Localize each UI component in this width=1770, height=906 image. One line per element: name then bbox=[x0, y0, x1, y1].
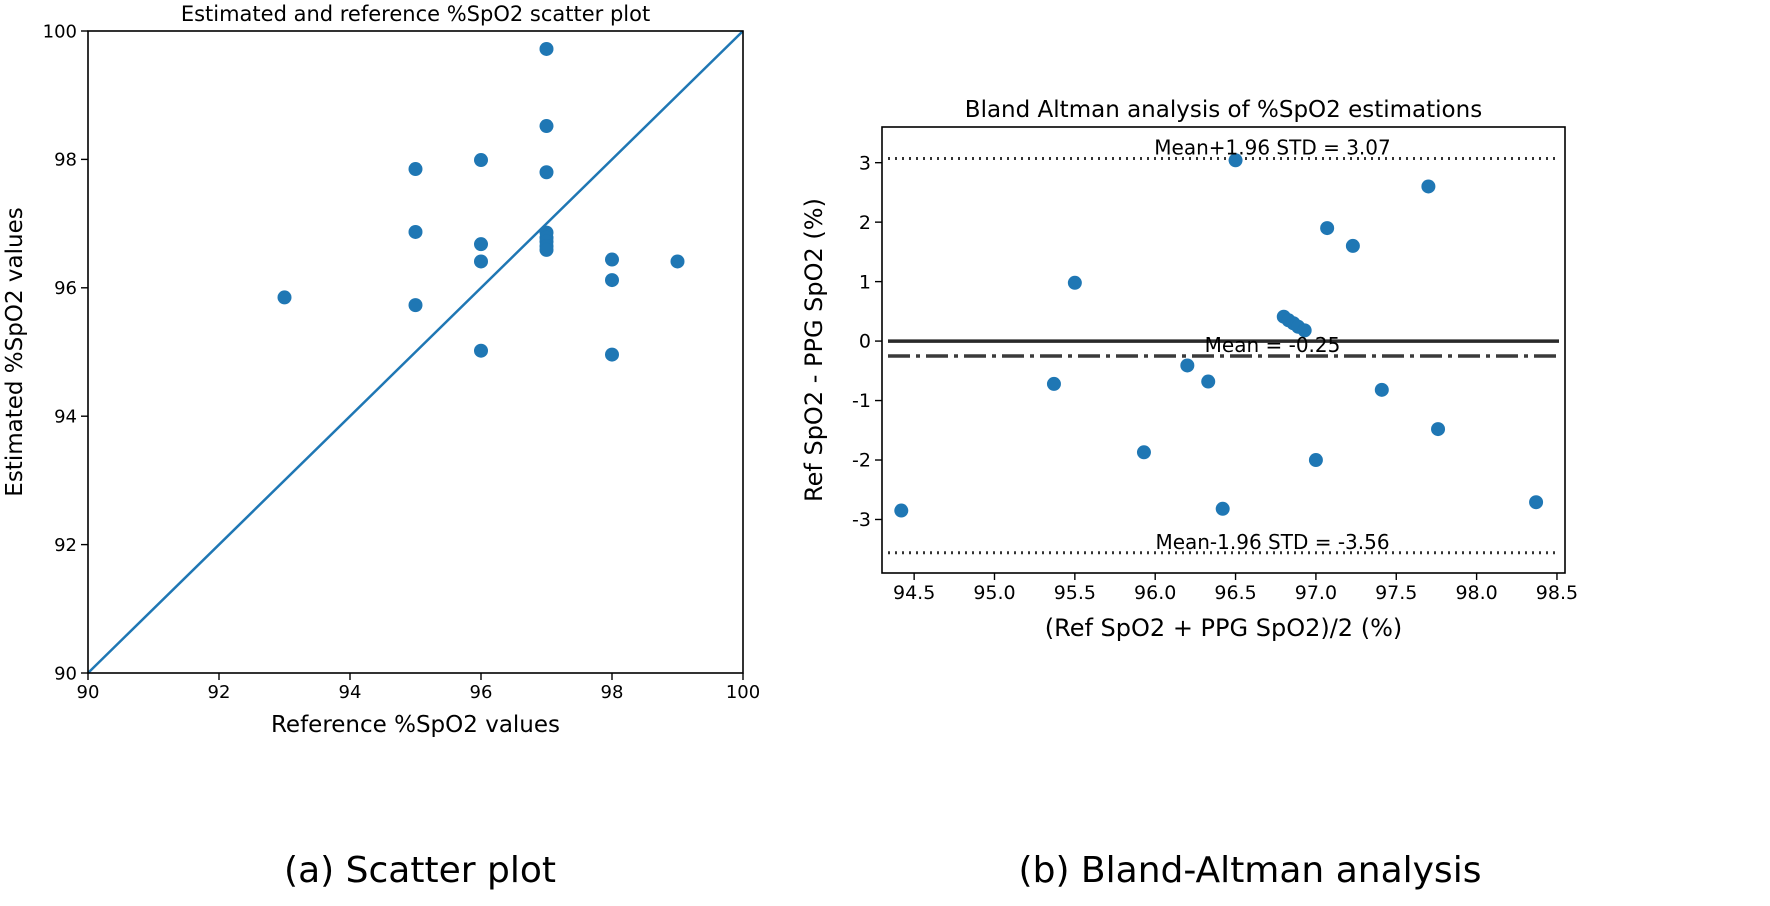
axes-frame bbox=[881, 126, 1566, 574]
chart-title: Estimated and reference %SpO2 scatter pl… bbox=[181, 2, 650, 26]
caption-scatter-plot: (a) Scatter plot bbox=[284, 850, 556, 891]
bland-altman-chart: Bland Altman analysis of %SpO2 estimatio… bbox=[800, 97, 1578, 642]
data-point bbox=[1320, 221, 1335, 236]
data-point bbox=[1215, 501, 1230, 516]
data-point bbox=[474, 237, 488, 252]
x-tick-label: 96.5 bbox=[1214, 582, 1256, 604]
data-point bbox=[1529, 495, 1544, 510]
y-tick-label: 1 bbox=[859, 271, 871, 293]
data-point bbox=[1046, 376, 1061, 391]
x-tick-label: 97.5 bbox=[1375, 582, 1417, 604]
x-tick-label: 100 bbox=[726, 682, 760, 703]
axes-frame bbox=[87, 30, 744, 674]
data-point bbox=[1136, 445, 1151, 460]
reference-label-lower-limit: Mean-1.96 STD = -3.56 bbox=[1155, 530, 1389, 554]
x-axis-label: Reference %SpO2 values bbox=[271, 712, 560, 738]
data-point bbox=[408, 298, 423, 313]
x-axis-label: (Ref SpO2 + PPG SpO2)/2 (%) bbox=[1045, 614, 1402, 642]
data-point bbox=[539, 41, 554, 56]
y-axis-label: Ref SpO2 - PPG SpO2 (%) bbox=[800, 198, 828, 502]
data-point bbox=[1228, 153, 1243, 168]
data-point bbox=[408, 224, 423, 239]
data-point bbox=[474, 343, 488, 358]
reference-label-upper-limit: Mean+1.96 STD = 3.07 bbox=[1154, 136, 1390, 160]
y-tick-label: -1 bbox=[852, 390, 871, 412]
x-tick-label: 95.0 bbox=[973, 582, 1015, 604]
data-point bbox=[539, 165, 554, 180]
x-tick-label: 98.0 bbox=[1455, 582, 1497, 604]
data-point bbox=[539, 119, 554, 134]
caption-bland-altman: (b) Bland-Altman analysis bbox=[1018, 850, 1482, 891]
data-point bbox=[474, 153, 488, 168]
data-point bbox=[539, 242, 554, 257]
y-tick-label: -2 bbox=[852, 450, 871, 472]
data-point bbox=[605, 273, 619, 288]
x-tick-label: 94 bbox=[339, 682, 362, 703]
x-tick-label: 90 bbox=[77, 682, 100, 703]
x-tick-label: 98.5 bbox=[1536, 582, 1578, 604]
data-point bbox=[1180, 358, 1195, 373]
x-tick-label: 96 bbox=[470, 682, 493, 703]
data-point bbox=[894, 503, 909, 518]
identity-line bbox=[87, 30, 744, 674]
data-point bbox=[1431, 422, 1446, 437]
data-point bbox=[1201, 374, 1216, 389]
data-point bbox=[474, 254, 488, 269]
chart-title: Bland Altman analysis of %SpO2 estimatio… bbox=[965, 97, 1482, 123]
y-tick-label: 0 bbox=[859, 331, 871, 353]
x-tick-label: 92 bbox=[208, 682, 231, 703]
data-point bbox=[277, 290, 292, 305]
x-tick-label: 97.0 bbox=[1295, 582, 1337, 604]
data-point bbox=[408, 162, 423, 177]
y-tick-label: 100 bbox=[43, 21, 77, 42]
y-tick-label: 94 bbox=[54, 407, 77, 428]
data-point bbox=[1297, 323, 1312, 338]
y-tick-label: -3 bbox=[852, 509, 871, 531]
data-point bbox=[670, 254, 685, 269]
x-tick-label: 94.5 bbox=[893, 582, 935, 604]
data-point bbox=[1421, 179, 1436, 194]
x-tick-label: 95.5 bbox=[1054, 582, 1096, 604]
data-point bbox=[1345, 238, 1360, 253]
data-point bbox=[1308, 453, 1323, 468]
y-tick-label: 90 bbox=[54, 663, 77, 684]
scatter-plot-chart: Estimated and reference %SpO2 scatter pl… bbox=[2, 2, 760, 738]
data-point bbox=[1374, 382, 1389, 397]
reference-label-mean: Mean = -0.25 bbox=[1205, 333, 1341, 357]
x-tick-label: 98 bbox=[601, 682, 624, 703]
y-tick-label: 92 bbox=[54, 535, 77, 556]
data-point bbox=[605, 252, 619, 267]
data-point bbox=[1067, 275, 1082, 290]
data-point bbox=[605, 347, 619, 362]
y-tick-label: 98 bbox=[54, 150, 77, 171]
y-tick-label: 96 bbox=[54, 278, 77, 299]
y-tick-label: 3 bbox=[859, 152, 871, 174]
y-tick-label: 2 bbox=[859, 212, 871, 234]
x-tick-label: 96.0 bbox=[1134, 582, 1176, 604]
y-axis-label: Estimated %SpO2 values bbox=[2, 207, 28, 496]
